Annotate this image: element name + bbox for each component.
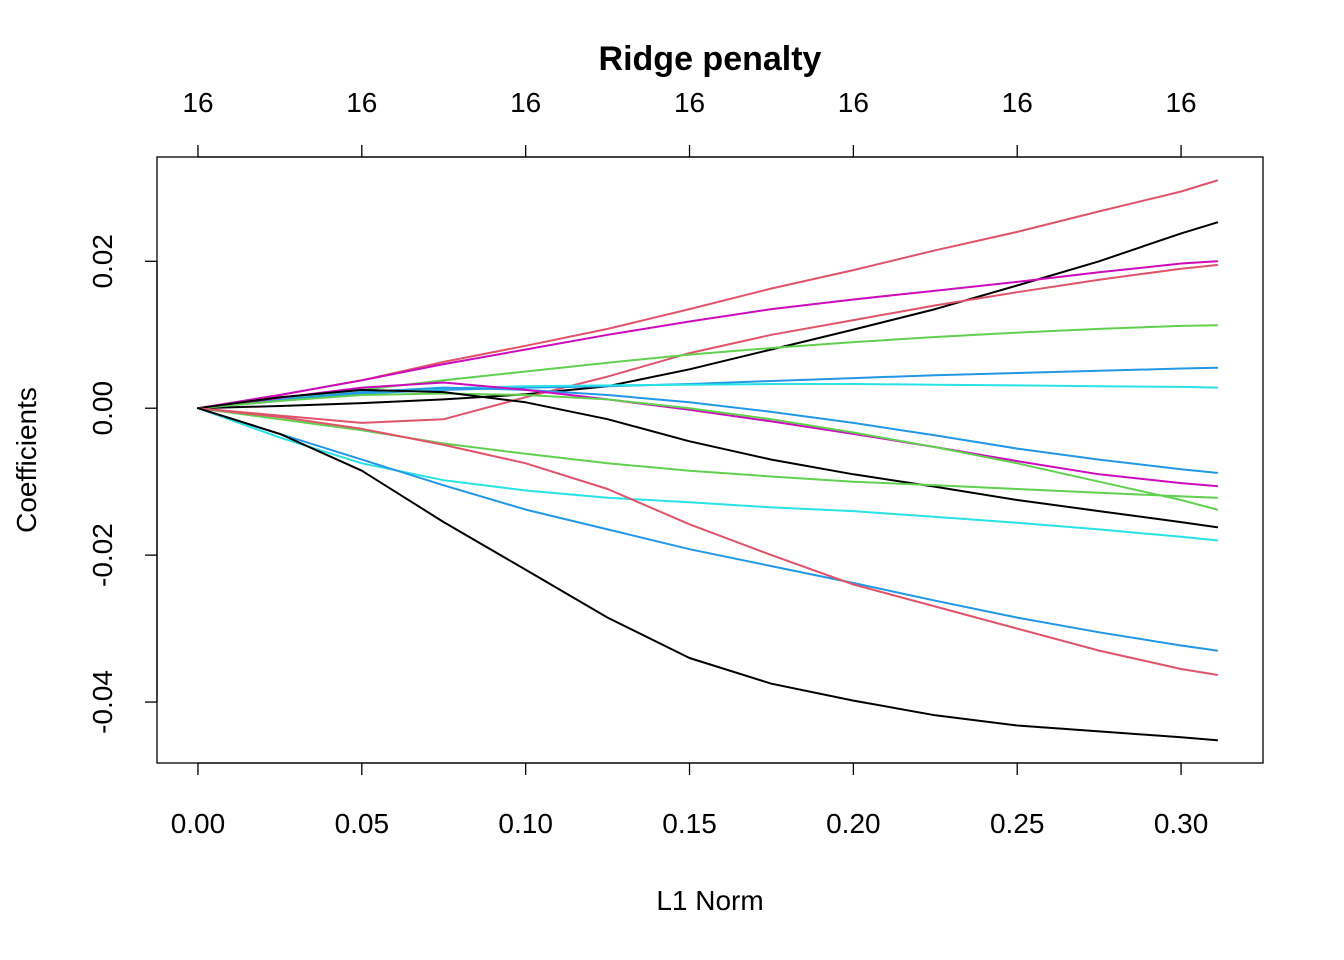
series-line-16 — [197, 407, 1219, 742]
y-tick-label: 0.02 — [87, 234, 118, 289]
series-line-9 — [197, 381, 1219, 488]
x-tick-label: 0.15 — [662, 808, 717, 839]
series-line-3 — [197, 260, 1219, 410]
x-tick-label: 0.10 — [498, 808, 553, 839]
y-axis: -0.04 -0.02 0.00 0.02 — [87, 234, 158, 734]
x-tick-label: 0.05 — [335, 808, 390, 839]
series-layer — [197, 179, 1219, 742]
y-axis-label: Coefficients — [11, 387, 42, 533]
top-tick-label: 16 — [182, 87, 213, 118]
x-axis: 0.00 0.05 0.10 0.15 0.20 0.25 0.30 — [171, 762, 1209, 839]
series-line-1 — [197, 179, 1219, 410]
top-tick-label: 16 — [510, 87, 541, 118]
top-tick-label: 16 — [674, 87, 705, 118]
y-tick-label: 0.00 — [87, 381, 118, 436]
series-line-4 — [197, 264, 1219, 424]
series-line-14 — [197, 407, 1219, 652]
y-tick-label: -0.02 — [87, 523, 118, 587]
series-line-6 — [197, 366, 1219, 410]
series-line-8 — [197, 386, 1219, 474]
series-line-11 — [197, 388, 1219, 529]
top-tick-label: 16 — [1165, 87, 1196, 118]
x-tick-label: 0.30 — [1154, 808, 1209, 839]
top-tick-label: 16 — [838, 87, 869, 118]
top-tick-label: 16 — [1002, 87, 1033, 118]
x-tick-label: 0.20 — [826, 808, 881, 839]
x-tick-label: 0.25 — [990, 808, 1045, 839]
top-axis: 16 16 16 16 16 16 16 — [182, 87, 1197, 158]
chart-title: Ridge penalty — [599, 40, 822, 78]
series-line-2 — [197, 221, 1219, 410]
series-line-13 — [197, 407, 1219, 542]
series-line-5 — [197, 324, 1219, 410]
series-line-15 — [197, 407, 1219, 676]
x-axis-label: L1 Norm — [656, 885, 763, 916]
top-tick-label: 16 — [346, 87, 377, 118]
y-tick-label: -0.04 — [87, 670, 118, 734]
x-tick-label: 0.00 — [171, 808, 226, 839]
series-line-10 — [197, 392, 1219, 511]
